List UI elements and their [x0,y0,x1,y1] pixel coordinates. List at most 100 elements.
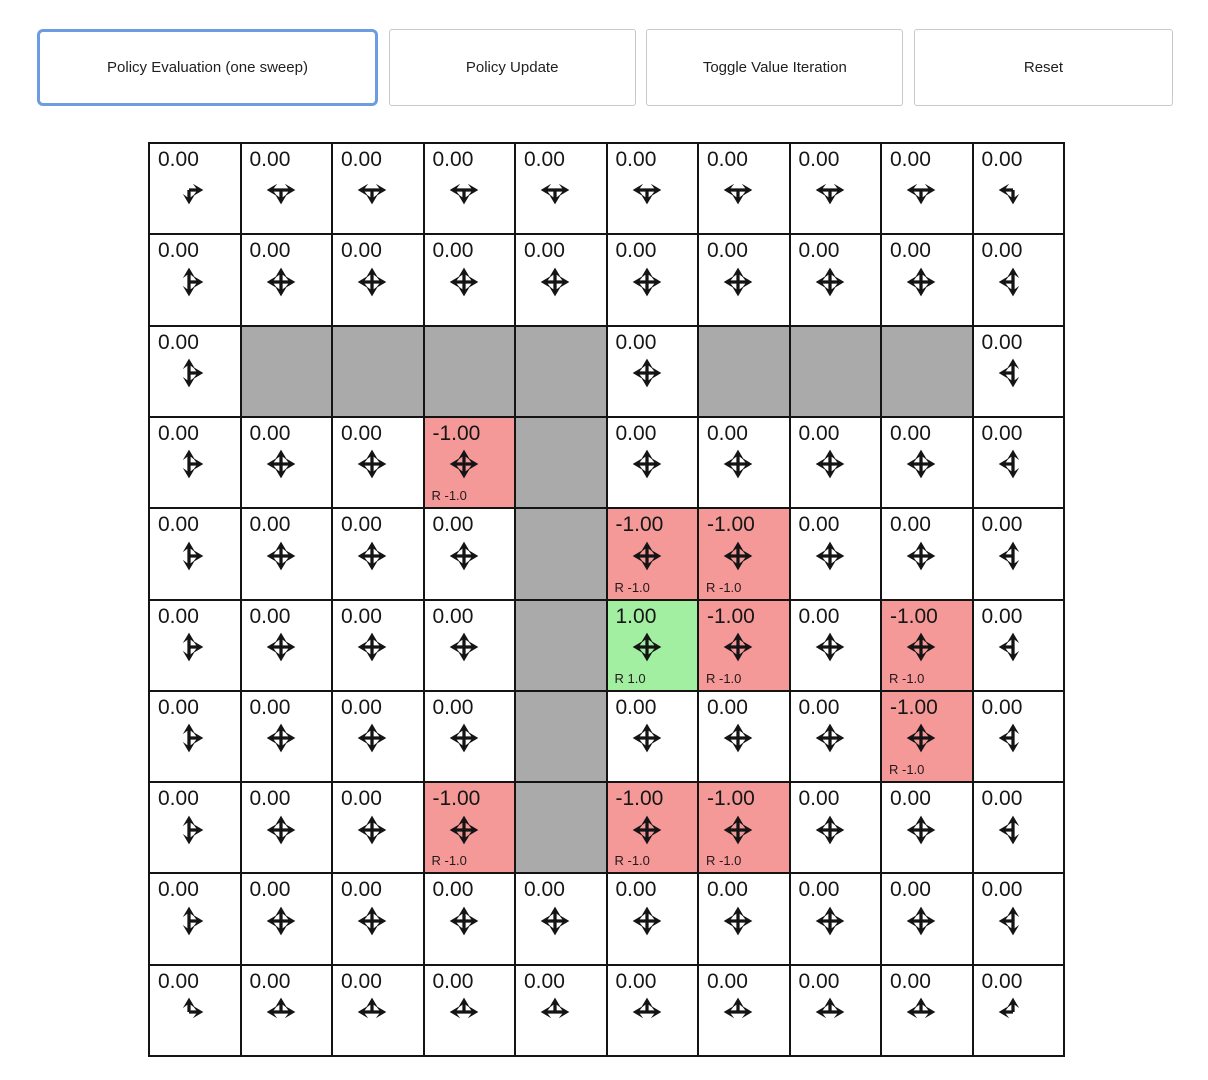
grid-cell-r5c4[interactable] [515,599,607,691]
grid-cell-r8c6[interactable]: 0.00 [698,873,790,965]
grid-cell-r1c9[interactable]: 0.00 [972,234,1064,326]
grid-cell-r2c3[interactable] [423,325,515,417]
grid-cell-r6c2[interactable]: 0.00 [332,690,424,783]
grid-cell-r7c9[interactable]: 0.00 [972,782,1064,874]
grid-cell-r7c3[interactable]: -1.00 R -1.0 [423,782,515,874]
grid-cell-r0c3[interactable]: 0.00 [423,143,515,235]
grid-cell-r9c6[interactable]: 0.00 [698,964,790,1056]
grid-cell-r2c7[interactable] [789,325,881,417]
grid-cell-r9c2[interactable]: 0.00 [332,964,424,1056]
grid-cell-r5c2[interactable]: 0.00 [332,599,424,691]
grid-cell-r1c5[interactable]: 0.00 [606,234,698,326]
grid-cell-r7c4[interactable] [515,782,607,874]
grid-cell-r1c0[interactable]: 0.00 [149,234,241,326]
grid-cell-r2c4[interactable] [515,325,607,417]
grid-cell-r0c9[interactable]: 0.00 [972,143,1064,235]
grid-cell-r4c4[interactable] [515,508,607,600]
grid-cell-r7c0[interactable]: 0.00 [149,782,241,874]
grid-cell-r9c0[interactable]: 0.00 [149,964,241,1056]
grid-cell-r5c5[interactable]: 1.00 R 1.0 [606,599,698,691]
grid-cell-r4c8[interactable]: 0.00 [881,508,973,600]
grid-cell-r6c9[interactable]: 0.00 [972,690,1064,783]
grid-cell-r2c6[interactable] [698,325,790,417]
reset-button[interactable]: Reset [913,29,1173,106]
grid-cell-r4c0[interactable]: 0.00 [149,508,241,600]
grid-cell-r4c1[interactable]: 0.00 [240,508,332,600]
grid-cell-r4c2[interactable]: 0.00 [332,508,424,600]
grid-cell-r7c1[interactable]: 0.00 [240,782,332,874]
grid-cell-r2c5[interactable]: 0.00 [606,325,698,417]
grid-cell-r5c0[interactable]: 0.00 [149,599,241,691]
grid-cell-r2c9[interactable]: 0.00 [972,325,1064,417]
grid-cell-r4c6[interactable]: -1.00 R -1.0 [698,508,790,600]
grid-cell-r0c8[interactable]: 0.00 [881,143,973,235]
grid-cell-r8c0[interactable]: 0.00 [149,873,241,965]
grid-cell-r3c8[interactable]: 0.00 [881,416,973,509]
grid-cell-r3c1[interactable]: 0.00 [240,416,332,509]
grid-cell-r8c3[interactable]: 0.00 [423,873,515,965]
grid-cell-r0c1[interactable]: 0.00 [240,143,332,235]
grid-cell-r4c5[interactable]: -1.00 R -1.0 [606,508,698,600]
grid-cell-r9c7[interactable]: 0.00 [789,964,881,1056]
grid-cell-r2c2[interactable] [332,325,424,417]
grid-cell-r1c8[interactable]: 0.00 [881,234,973,326]
grid-cell-r2c1[interactable] [240,325,332,417]
grid-cell-r0c7[interactable]: 0.00 [789,143,881,235]
grid-cell-r9c9[interactable]: 0.00 [972,964,1064,1056]
grid-cell-r6c3[interactable]: 0.00 [423,690,515,783]
grid-cell-r3c7[interactable]: 0.00 [789,416,881,509]
grid-cell-r9c4[interactable]: 0.00 [515,964,607,1056]
grid-cell-r1c6[interactable]: 0.00 [698,234,790,326]
grid-cell-r0c5[interactable]: 0.00 [606,143,698,235]
toggle-value-iteration-button[interactable]: Toggle Value Iteration [646,29,904,106]
grid-cell-r7c6[interactable]: -1.00 R -1.0 [698,782,790,874]
grid-cell-r6c6[interactable]: 0.00 [698,690,790,783]
grid-cell-r1c4[interactable]: 0.00 [515,234,607,326]
grid-cell-r9c3[interactable]: 0.00 [423,964,515,1056]
grid-cell-r4c7[interactable]: 0.00 [789,508,881,600]
grid-cell-r7c7[interactable]: 0.00 [789,782,881,874]
grid-cell-r3c0[interactable]: 0.00 [149,416,241,509]
grid-cell-r5c6[interactable]: -1.00 R -1.0 [698,599,790,691]
grid-cell-r9c8[interactable]: 0.00 [881,964,973,1056]
policy-update-button[interactable]: Policy Update [388,29,636,106]
grid-cell-r8c4[interactable]: 0.00 [515,873,607,965]
grid-cell-r1c1[interactable]: 0.00 [240,234,332,326]
grid-cell-r7c2[interactable]: 0.00 [332,782,424,874]
grid-cell-r8c5[interactable]: 0.00 [606,873,698,965]
grid-cell-r7c8[interactable]: 0.00 [881,782,973,874]
grid-cell-r2c0[interactable]: 0.00 [149,325,241,417]
grid-cell-r1c2[interactable]: 0.00 [332,234,424,326]
grid-cell-r8c9[interactable]: 0.00 [972,873,1064,965]
grid-cell-r6c4[interactable] [515,690,607,783]
grid-cell-r9c1[interactable]: 0.00 [240,964,332,1056]
grid-cell-r0c2[interactable]: 0.00 [332,143,424,235]
grid-cell-r5c8[interactable]: -1.00 R -1.0 [881,599,973,691]
grid-cell-r3c2[interactable]: 0.00 [332,416,424,509]
grid-cell-r3c9[interactable]: 0.00 [972,416,1064,509]
grid-cell-r8c2[interactable]: 0.00 [332,873,424,965]
grid-cell-r8c8[interactable]: 0.00 [881,873,973,965]
grid-cell-r3c6[interactable]: 0.00 [698,416,790,509]
grid-cell-r9c5[interactable]: 0.00 [606,964,698,1056]
grid-cell-r3c4[interactable] [515,416,607,509]
grid-cell-r4c3[interactable]: 0.00 [423,508,515,600]
grid-cell-r1c7[interactable]: 0.00 [789,234,881,326]
grid-cell-r0c6[interactable]: 0.00 [698,143,790,235]
grid-cell-r8c1[interactable]: 0.00 [240,873,332,965]
grid-cell-r3c3[interactable]: -1.00 R -1.0 [423,416,515,509]
grid-cell-r5c9[interactable]: 0.00 [972,599,1064,691]
grid-cell-r3c5[interactable]: 0.00 [606,416,698,509]
grid-cell-r6c7[interactable]: 0.00 [789,690,881,783]
grid-cell-r0c4[interactable]: 0.00 [515,143,607,235]
grid-cell-r5c7[interactable]: 0.00 [789,599,881,691]
grid-cell-r6c0[interactable]: 0.00 [149,690,241,783]
policy-evaluation-button[interactable]: Policy Evaluation (one sweep) [37,29,378,106]
grid-cell-r7c5[interactable]: -1.00 R -1.0 [606,782,698,874]
grid-cell-r5c3[interactable]: 0.00 [423,599,515,691]
grid-cell-r8c7[interactable]: 0.00 [789,873,881,965]
grid-cell-r5c1[interactable]: 0.00 [240,599,332,691]
grid-cell-r2c8[interactable] [881,325,973,417]
grid-cell-r4c9[interactable]: 0.00 [972,508,1064,600]
grid-cell-r6c1[interactable]: 0.00 [240,690,332,783]
